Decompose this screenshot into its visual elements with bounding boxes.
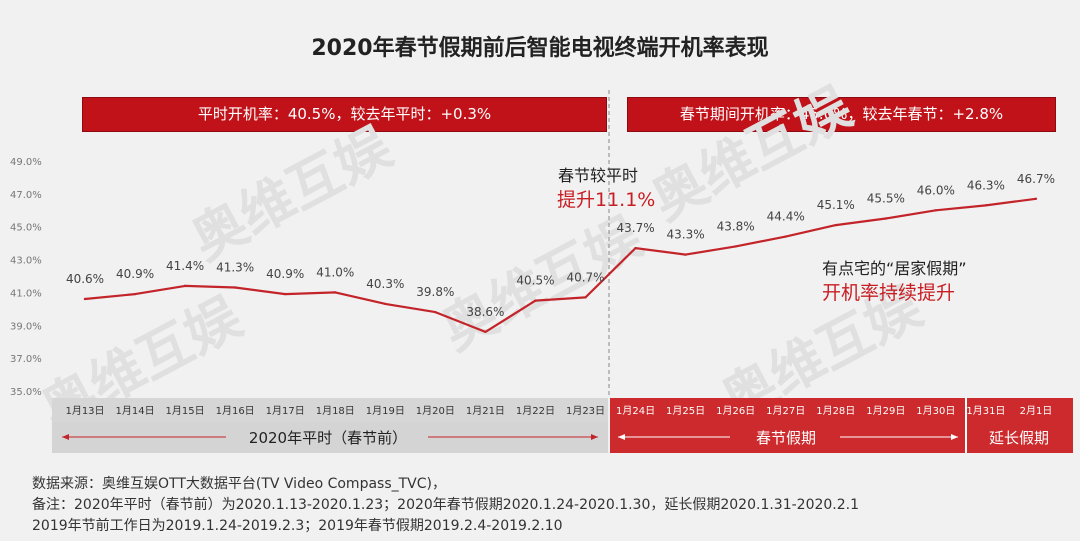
festival-arrowhead-right — [951, 434, 958, 440]
data-label: 44.4% — [767, 210, 805, 224]
data-label: 43.7% — [616, 221, 654, 235]
source-line-2: 备注：2020年平时（春节前）为2020.1.13-2020.1.23；2020… — [32, 497, 860, 513]
y-tick-label: 37.0% — [10, 354, 42, 365]
x-tick-label: 1月18日 — [316, 405, 355, 417]
data-point — [434, 310, 437, 314]
data-label: 40.3% — [366, 277, 404, 291]
x-tick-label: 1月15日 — [166, 405, 205, 417]
y-tick-label: 45.0% — [10, 223, 42, 234]
data-point — [133, 292, 137, 296]
x-tick-label: 1月30日 — [916, 405, 955, 417]
normal-arrowhead-right — [591, 434, 598, 440]
x-tick-label: 1月23日 — [566, 405, 605, 417]
data-point — [83, 297, 87, 301]
data-label: 41.3% — [216, 261, 254, 275]
x-tick-label: 1月22日 — [516, 405, 555, 417]
x-tick-label: 1月17日 — [266, 405, 305, 417]
data-point — [584, 296, 587, 299]
normal-period-band — [52, 423, 608, 453]
data-point — [484, 330, 487, 334]
y-tick-label: 35.0% — [10, 387, 42, 398]
data-point — [984, 204, 988, 207]
data-point — [684, 253, 687, 256]
source-note: 数据来源：奥维互娱OTT大数据平台(TV Video Compass_TVC)，… — [32, 474, 1062, 537]
data-point — [233, 286, 237, 289]
data-label: 41.0% — [316, 265, 354, 279]
y-tick-label: 43.0% — [10, 256, 42, 267]
chart-title: 2020年春节假期前后智能电视终端开机率表现 — [311, 36, 769, 61]
data-label: 46.7% — [1017, 172, 1055, 186]
data-labels: 40.6% 40.9% 41.4% 41.3% 40.9% 41.0% 40.3% 39.8%… — [66, 172, 1055, 319]
data-label: 40.6% — [66, 272, 104, 286]
data-point — [334, 291, 337, 294]
x-axis: 1月13日 1月14日 1月15日 1月16日 1月17日 1月18日 1月19日 1月20日… — [65, 405, 1052, 417]
x-tick-label: 1月14日 — [116, 405, 155, 417]
rise-annotation-line1: 春节较平时 — [558, 166, 639, 185]
data-point — [884, 217, 887, 220]
y-tick-label: 47.0% — [10, 190, 42, 201]
data-label: 40.5% — [516, 274, 554, 288]
x-tick-label: 1月13日 — [65, 405, 104, 417]
data-label: 46.0% — [917, 183, 955, 197]
festival-arrowhead-left — [618, 434, 625, 440]
festival-period-band — [610, 423, 965, 453]
extended-period-label: 延长假期 — [989, 429, 1049, 447]
data-label: 40.9% — [116, 267, 154, 281]
data-point — [284, 292, 287, 296]
x-tick-label: 1月19日 — [366, 405, 405, 417]
y-axis: 35.0% 37.0% 39.0% 41.0% 43.0% 45.0% 47.0% 49.0% — [10, 157, 42, 398]
rise-annotation-line2: 提升11.1% — [557, 189, 656, 211]
x-tick-label: 1月16日 — [216, 405, 255, 417]
x-tick-label: 1月29日 — [866, 405, 905, 417]
data-label: 38.6% — [466, 305, 504, 319]
data-label: 40.7% — [566, 270, 604, 284]
x-tick-label: 1月26日 — [716, 405, 755, 417]
normal-date-strip — [52, 398, 608, 423]
data-point — [534, 299, 537, 302]
x-tick-label: 1月28日 — [816, 405, 855, 417]
x-tick-label: 1月21日 — [466, 405, 505, 417]
y-tick-label: 41.0% — [10, 288, 42, 299]
data-point — [634, 246, 637, 250]
data-point — [183, 284, 187, 288]
x-tick-label: 1月24日 — [616, 405, 655, 417]
data-label: 40.9% — [266, 267, 304, 281]
home-annotation-line1: 有点宅的“居家假期” — [822, 259, 967, 278]
data-label: 41.4% — [166, 259, 204, 273]
festival-date-strip — [610, 398, 1073, 423]
data-point — [734, 245, 737, 248]
x-tick-label: 1月20日 — [416, 405, 455, 417]
source-line-3: 2019年节前工作日为2019.1.24-2019.2.3；2019年春节假期2… — [32, 518, 563, 534]
data-label: 39.8% — [416, 285, 454, 299]
x-tick-label: 2月1日 — [1020, 405, 1053, 417]
data-label: 45.5% — [867, 192, 905, 206]
x-tick-label: 1月25日 — [666, 405, 705, 417]
x-tick-label: 1月31日 — [966, 405, 1005, 417]
data-label: 46.3% — [967, 178, 1005, 192]
normal-period-banner: 平时开机率：40.5%，较去年平时：+0.3% — [82, 97, 607, 132]
watermark-text: 奥维互娱 — [181, 115, 401, 272]
data-point — [784, 235, 787, 238]
series-line — [83, 197, 1038, 334]
normal-arrowhead-left — [62, 434, 69, 440]
source-line-1: 数据来源：奥维互娱OTT大数据平台(TV Video Compass_TVC)， — [32, 476, 446, 492]
festival-period-banner: 春节期间开机率：45.0%，较去年春节：+2.8% — [627, 97, 1056, 132]
festival-period-label: 春节假期 — [756, 429, 816, 447]
data-point — [384, 302, 387, 306]
data-label: 45.1% — [817, 198, 855, 212]
y-tick-label: 49.0% — [10, 157, 42, 168]
data-point — [1034, 197, 1038, 200]
series-line-path — [84, 197, 1037, 333]
home-annotation-line2: 开机率持续提升 — [822, 282, 956, 304]
data-point — [934, 209, 938, 212]
normal-period-label: 2020年平时（春节前） — [249, 429, 407, 447]
data-label: 43.3% — [667, 228, 705, 242]
x-tick-label: 1月27日 — [766, 405, 805, 417]
extended-period-band — [967, 423, 1073, 453]
y-tick-label: 39.0% — [10, 321, 42, 332]
data-point — [834, 223, 837, 227]
data-label: 43.8% — [717, 219, 755, 233]
period-bands: 2020年平时（春节前） 春节假期 延长假期 — [52, 398, 1073, 453]
